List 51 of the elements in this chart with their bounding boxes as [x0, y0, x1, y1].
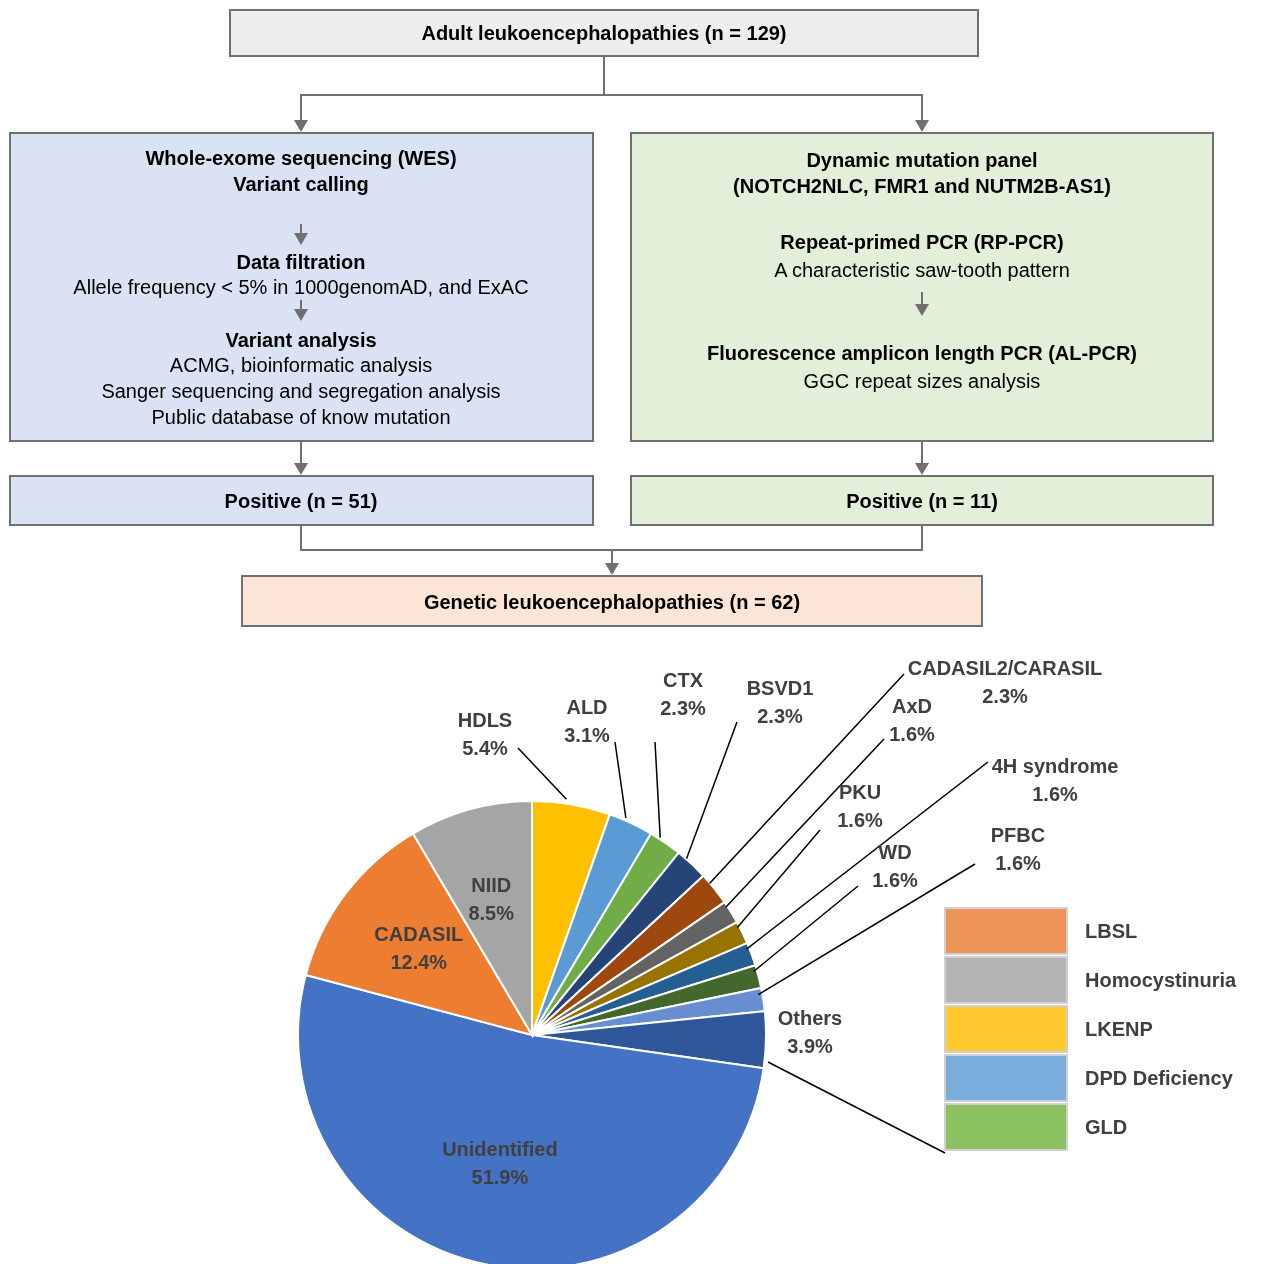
data-label: 12.4% — [390, 951, 448, 974]
text: ACMG, bioinformatic analysis — [169, 354, 433, 376]
text: GGC repeat sizes analysis — [803, 370, 1041, 392]
data-label: 1.6% — [889, 723, 936, 745]
slice-label: BSVD1 — [746, 677, 814, 699]
data-label: 1.6% — [1032, 783, 1079, 805]
text: Data filtration — [236, 251, 366, 273]
slice-label: CADASIL2/CARASIL — [907, 657, 1103, 679]
text: Genetic leukoencephalopathies (n = 62) — [423, 591, 801, 613]
text: Allele frequency < 5% in 1000genomAD, and ExAC — [73, 276, 529, 298]
text: Variant calling — [233, 173, 369, 195]
text: Whole-exome sequencing (WES) — [145, 147, 457, 169]
slice-label: AxD — [891, 695, 933, 717]
slice-label: Others — [777, 1007, 843, 1029]
slice-label: ALD — [566, 696, 608, 718]
text: (NOTCH2NLC, FMR1 and NUTM2B-AS1) — [733, 175, 1111, 197]
data-label: 3.1% — [564, 724, 611, 746]
text: Sanger sequencing and segregation analysis — [101, 380, 501, 402]
text: Variant analysis — [225, 329, 377, 351]
slice-label: PKU — [838, 781, 882, 803]
data-label: 1.6% — [872, 869, 919, 891]
text: Repeat-primed PCR (RP-PCR) — [780, 231, 1064, 253]
data-label: 1.6% — [837, 809, 884, 831]
slice-label: 4H syndrome — [991, 755, 1119, 777]
text: Positive (n = 11) — [846, 490, 998, 512]
slice-label: WD — [878, 841, 912, 863]
slice-label: CTX — [663, 669, 704, 691]
slice-label: Unidentified — [442, 1137, 558, 1160]
slice-label: CADASIL — [374, 923, 464, 946]
slice-label: NIID — [471, 874, 512, 897]
category-label: LBSL — [1085, 920, 1138, 942]
text: Positive (n = 51) — [224, 490, 378, 512]
text: A characteristic saw-tooth pattern — [774, 259, 1070, 281]
text: Adult leukoencephalopathies (n = 129) — [421, 22, 787, 44]
slice-label: PFBC — [990, 824, 1046, 846]
category-label: Homocystinuria — [1085, 969, 1238, 991]
data-label: 3.9% — [787, 1035, 834, 1057]
category-label: LKENP — [1085, 1018, 1153, 1040]
data-label: 5.4% — [462, 737, 509, 759]
data-label: 2.3% — [757, 705, 804, 727]
data-label: 2.3% — [982, 685, 1029, 707]
data-label: 8.5% — [468, 902, 515, 925]
category-label: DPD Deficiency — [1085, 1067, 1234, 1089]
data-label: 2.3% — [660, 697, 707, 719]
text: Public database of know mutation — [151, 406, 451, 428]
slice-label: HDLS — [457, 709, 513, 731]
text: Fluorescence amplicon length PCR (AL-PCR) — [706, 342, 1138, 364]
data-label: 1.6% — [995, 852, 1042, 874]
category-label: GLD — [1085, 1116, 1128, 1138]
data-label: 51.9% — [471, 1165, 529, 1188]
text: Dynamic mutation panel — [806, 149, 1038, 171]
